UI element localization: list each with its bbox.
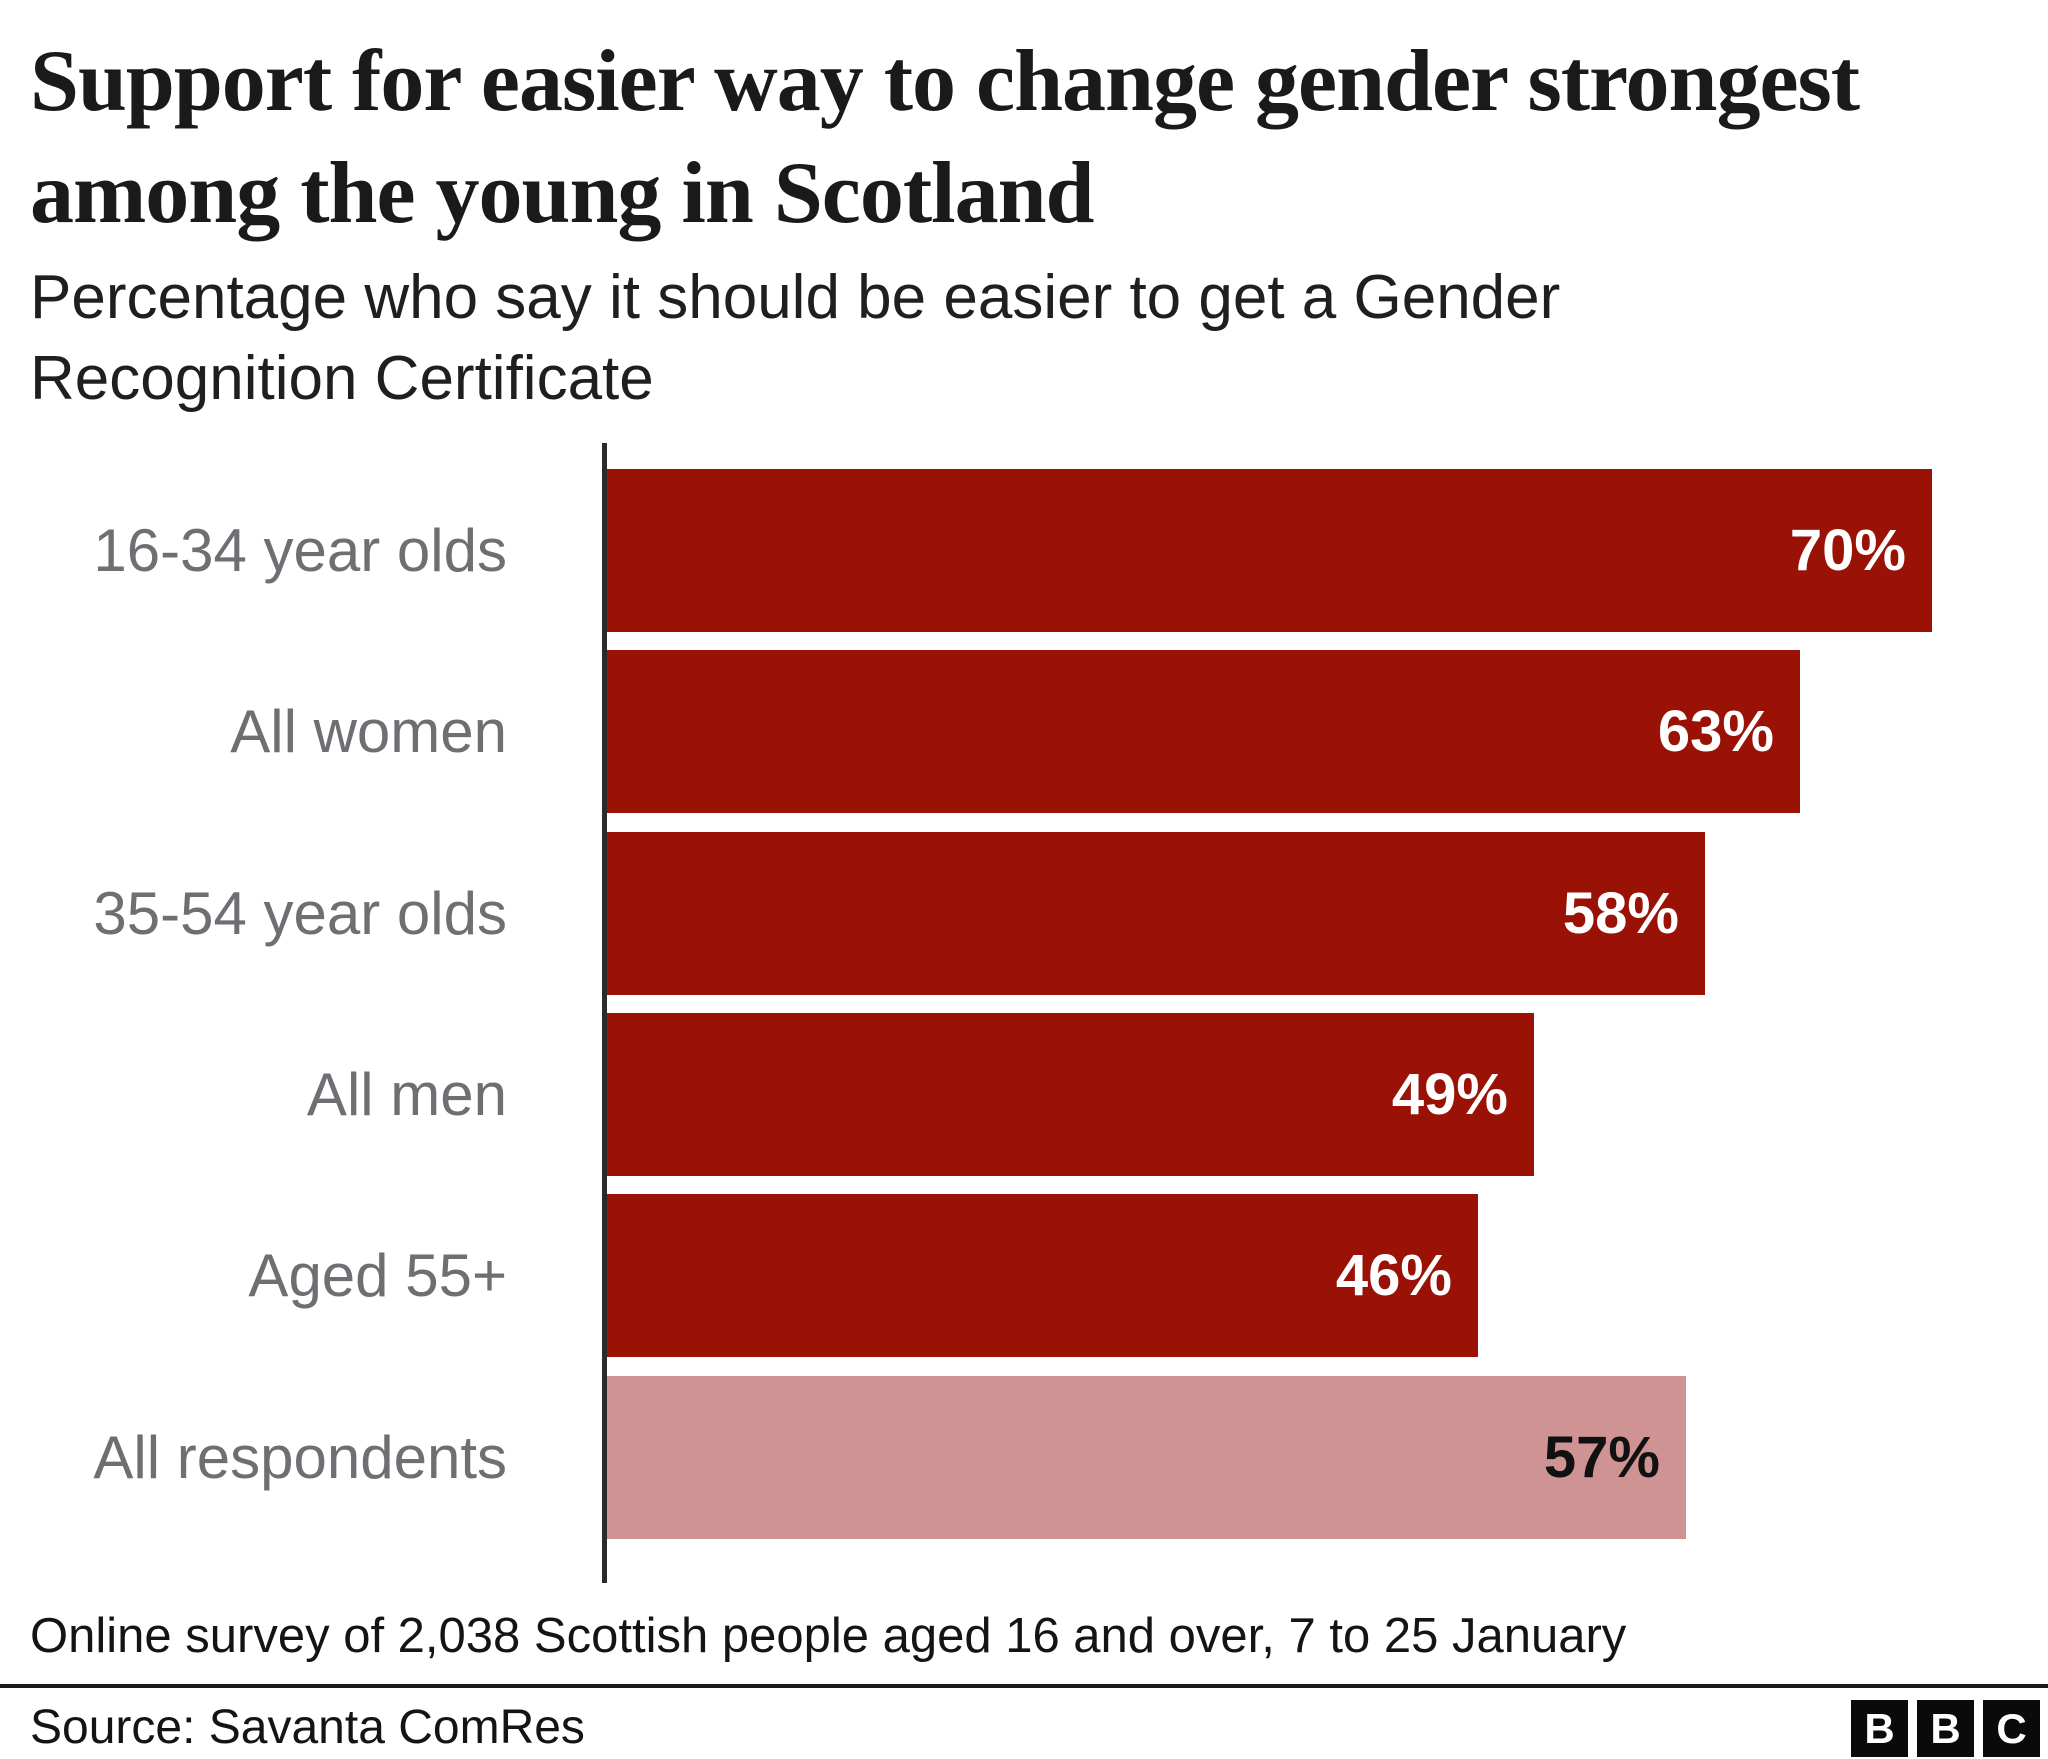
category-label: All respondents: [93, 1424, 507, 1491]
bbc-logo-letter: B: [1851, 1700, 1908, 1757]
bar-35-54: 58%: [607, 832, 1705, 995]
bar-16-34: 70%: [607, 469, 1932, 632]
value-label: 63%: [1657, 699, 1774, 764]
source-credit: Source: Savanta ComRes: [30, 1701, 585, 1754]
footer-divider: [0, 1684, 2048, 1688]
bbc-logo-letter: C: [1983, 1700, 2040, 1757]
chart-subtitle: Percentage who say it should be easier t…: [30, 263, 1561, 413]
bar-aged-55: 46%: [607, 1194, 1478, 1357]
bar-row-all-respondents: All respondents 57%: [0, 1376, 2048, 1539]
category-label: Aged 55+: [248, 1242, 507, 1309]
bar-all-men: 49%: [607, 1013, 1534, 1176]
category-label: All men: [306, 1061, 507, 1128]
y-axis-line: [602, 443, 607, 1583]
bbc-logo-letter: B: [1917, 1700, 1974, 1757]
bar-row-35-54: 35-54 year olds 58%: [0, 832, 2048, 995]
value-label: 49%: [1391, 1062, 1508, 1127]
survey-note: Online survey of 2,038 Scottish people a…: [30, 1609, 1627, 1663]
category-label: 35-54 year olds: [93, 880, 507, 947]
bar-row-16-34: 16-34 year olds 70%: [0, 469, 2048, 632]
bbc-logo: B B C: [1851, 1700, 2040, 1757]
bar-row-aged-55: Aged 55+ 46%: [0, 1194, 2048, 1357]
value-label: 46%: [1335, 1243, 1452, 1308]
category-label: 16-34 year olds: [93, 517, 507, 584]
value-label: 58%: [1562, 881, 1679, 946]
category-label: All women: [230, 698, 507, 765]
bar-all-respondents: 57%: [607, 1376, 1686, 1539]
bar-row-all-men: All men 49%: [0, 1013, 2048, 1176]
bar-row-all-women: All women 63%: [0, 650, 2048, 813]
chart-title: Support for easier way to change gender …: [30, 33, 1860, 242]
value-label: 70%: [1789, 518, 1906, 583]
value-label: 57%: [1543, 1425, 1660, 1490]
bar-all-women: 63%: [607, 650, 1800, 813]
